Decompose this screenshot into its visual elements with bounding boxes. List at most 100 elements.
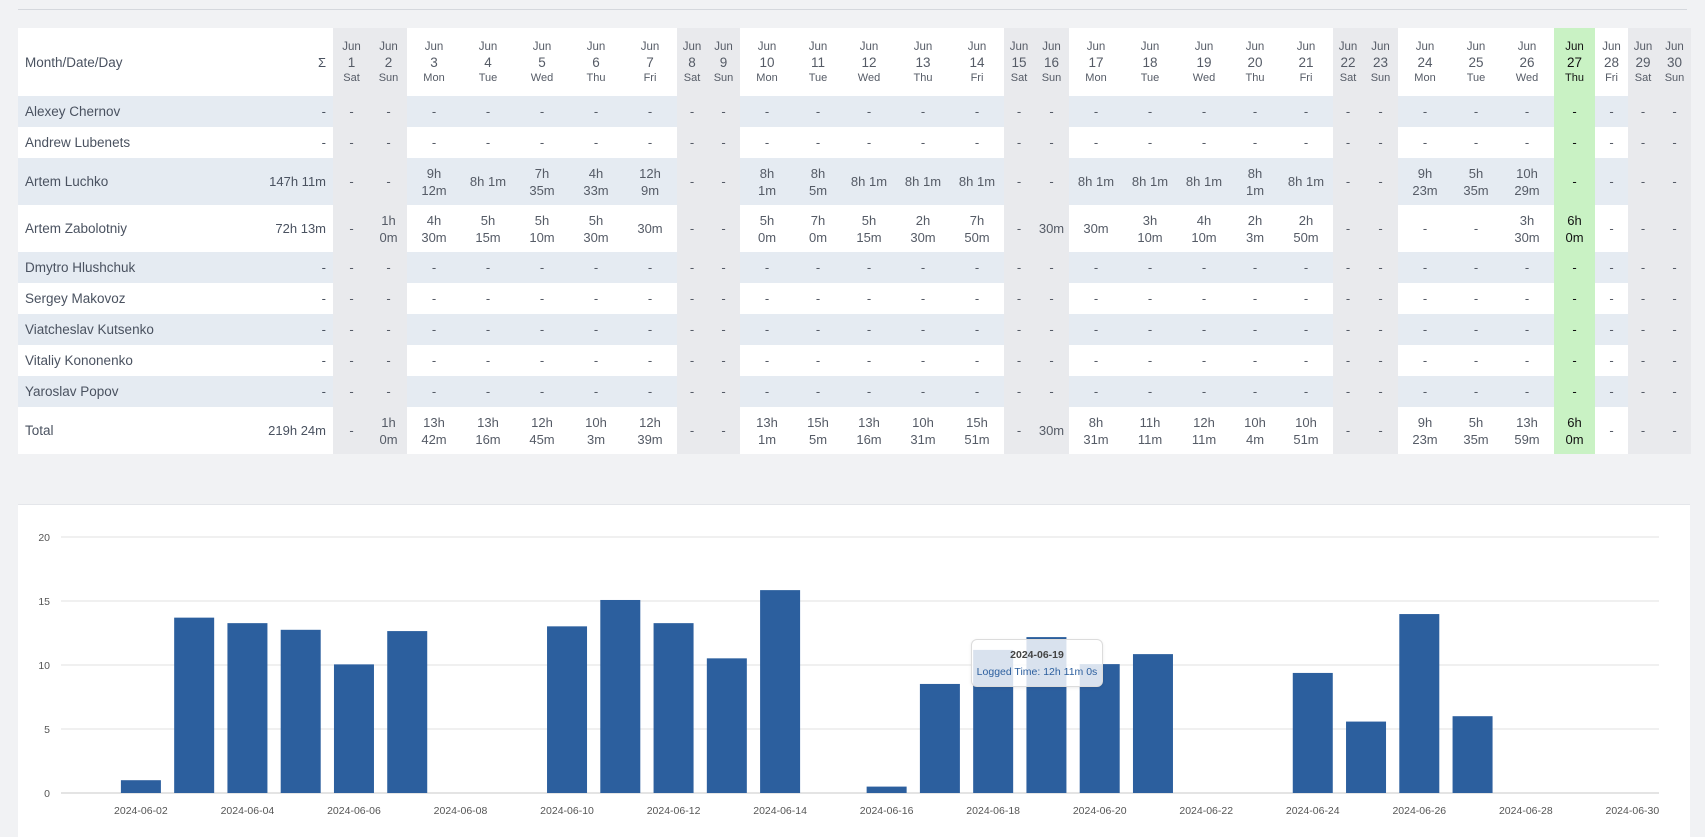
time-cell: - (515, 314, 569, 345)
tooltip-title: 2024-06-19 (1010, 649, 1064, 661)
bar-2024-06-16[interactable] (866, 786, 907, 793)
bar-2024-06-24[interactable] (1292, 672, 1333, 793)
time-cell: - (1177, 127, 1231, 158)
day-weekday: Fri (970, 71, 984, 84)
time-cell: - (1279, 314, 1333, 345)
bar-2024-06-05[interactable] (280, 629, 321, 793)
day-header: Jun 24 Mon (1398, 28, 1452, 96)
day-month: Jun (379, 40, 398, 53)
day-weekday: Wed (1515, 71, 1539, 84)
timesheet-table-container: Month/Date/Day Σ Jun 1 Sat Jun 2 Sun Jun 3 Mon Jun 4… (18, 28, 1691, 454)
time-cell: - (461, 345, 515, 376)
day-number: 16 (1043, 54, 1060, 70)
day-number: 3 (430, 54, 438, 70)
x-tick-label: 2024-06-20 (1073, 805, 1127, 817)
user-name: Artem Luchko (18, 158, 248, 205)
day-weekday: Fri (1605, 71, 1618, 84)
day-header: Jun 16 Sun (1034, 28, 1069, 96)
bar-2024-06-26[interactable] (1399, 614, 1440, 793)
time-cell: 4h 33m (569, 158, 623, 205)
day-number: 19 (1196, 54, 1212, 70)
bar-2024-06-07[interactable] (387, 631, 428, 793)
time-cell: - (1363, 314, 1398, 345)
time-cell: - (1554, 252, 1595, 283)
time-cell: - (623, 283, 677, 314)
bar-2024-06-25[interactable] (1346, 721, 1387, 793)
bar-2024-06-13[interactable] (706, 658, 747, 793)
time-cell: - (623, 345, 677, 376)
time-cell: - (1004, 283, 1034, 314)
day-header: Jun 26 Wed (1500, 28, 1554, 96)
time-cell: 5h 10m (515, 205, 569, 252)
x-tick-label: 2024-06-24 (1286, 805, 1340, 817)
time-cell: - (1554, 158, 1595, 205)
time-cell: 30m (1034, 407, 1069, 454)
bar-2024-06-11[interactable] (600, 599, 641, 793)
user-name: Viatcheslav Kutsenko (18, 314, 248, 345)
time-cell: - (1004, 158, 1034, 205)
y-tick-label: 20 (38, 532, 50, 544)
time-cell: - (1177, 314, 1231, 345)
user-row: Artem Zabolotniy 72h 13m -1h 0m 4h 30m 5h 15… (18, 205, 1691, 252)
day-header: Jun 12 Wed (842, 28, 896, 96)
time-cell: 3h 30m (1500, 205, 1554, 252)
time-cell: - (1069, 376, 1123, 407)
time-cell: 2h 3m (1231, 205, 1279, 252)
time-cell: - (1500, 283, 1554, 314)
bar-2024-06-06[interactable] (333, 664, 374, 793)
time-cell: - (569, 96, 623, 127)
day-header: Jun 17 Mon (1069, 28, 1123, 96)
day-month: Jun (1009, 40, 1029, 53)
day-month: Jun (1042, 40, 1061, 53)
bar-2024-06-17[interactable] (919, 683, 960, 793)
time-cell: 1h 0m (370, 407, 407, 454)
bar-2024-06-21[interactable] (1132, 654, 1173, 793)
day-weekday: Mon (1414, 71, 1436, 84)
time-cell: - (677, 314, 707, 345)
day-number: 29 (1635, 54, 1651, 70)
time-cell: - (842, 345, 896, 376)
time-cell: - (623, 376, 677, 407)
day-weekday: Sat (1339, 71, 1357, 84)
time-cell: - (794, 252, 842, 283)
time-cell: - (1034, 252, 1069, 283)
time-cell: - (950, 283, 1004, 314)
time-cell: - (1452, 345, 1500, 376)
day-weekday: Sun (713, 71, 734, 84)
day-header: Jun 30 Sun (1658, 28, 1691, 96)
user-row: Vitaliy Kononenko - - - - - - - - - - - - - - - - - - - - - - -… (18, 345, 1691, 376)
time-cell: - (1177, 252, 1231, 283)
bar-2024-06-03[interactable] (174, 617, 215, 793)
day-weekday: Tue (1466, 71, 1486, 84)
time-cell: - (707, 376, 740, 407)
user-total: - (248, 252, 333, 283)
day-header: Jun 23 Sun (1363, 28, 1398, 96)
time-cell: - (1363, 252, 1398, 283)
time-cell: - (1034, 96, 1069, 127)
bar-2024-06-10[interactable] (547, 626, 588, 793)
time-cell: - (1628, 314, 1658, 345)
bar-2024-06-14[interactable] (760, 590, 801, 793)
time-cell: - (1069, 345, 1123, 376)
bar-2024-06-27[interactable] (1452, 716, 1493, 793)
bar-2024-06-04[interactable] (227, 623, 268, 793)
time-cell: - (515, 127, 569, 158)
time-cell: 8h 5m (794, 158, 842, 205)
day-weekday: Tue (808, 71, 828, 84)
time-cell: - (1231, 376, 1279, 407)
user-row: Artem Luchko 147h 11m - -9h 12m 8h 1m 7h 35m 4… (18, 158, 1691, 205)
time-cell: - (1628, 158, 1658, 205)
day-weekday: Wed (1192, 71, 1216, 84)
top-divider (18, 9, 1687, 10)
day-number: 30 (1666, 54, 1683, 70)
day-month: Jun (640, 40, 660, 53)
day-month: Jun (1602, 40, 1621, 53)
time-cell: - (842, 127, 896, 158)
time-cell: - (1452, 283, 1500, 314)
time-cell: - (1363, 127, 1398, 158)
bar-2024-06-02[interactable] (120, 780, 161, 793)
bar-2024-06-12[interactable] (653, 623, 694, 793)
time-cell: - (1398, 314, 1452, 345)
time-cell: - (407, 376, 461, 407)
user-total: - (248, 127, 333, 158)
